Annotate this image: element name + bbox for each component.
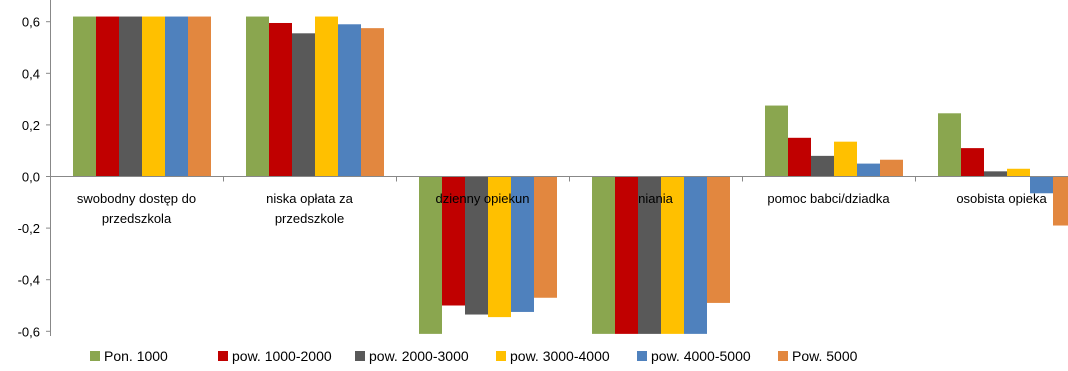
y-tick-label: -0,6 <box>18 324 40 339</box>
legend-label: pow. 4000-5000 <box>651 348 751 364</box>
y-tick-label: -0,4 <box>18 273 40 288</box>
bar <box>961 148 984 177</box>
bar <box>465 176 488 315</box>
category-label-line: niska opłata za <box>266 191 353 206</box>
bars-group <box>73 16 1068 334</box>
category-label-line: pomoc babci/dziadka <box>767 191 890 206</box>
legend-label: Pow. 5000 <box>792 348 858 364</box>
bar <box>707 176 730 303</box>
category-label: niania <box>638 191 673 206</box>
bar <box>984 171 1007 177</box>
y-tick-label: 0,0 <box>22 170 40 185</box>
bar <box>292 33 315 177</box>
legend-label: pow. 3000-4000 <box>510 348 610 364</box>
bar <box>765 105 788 177</box>
bar <box>488 176 511 318</box>
category-label: osobista opieka <box>956 191 1047 206</box>
bar <box>442 176 465 306</box>
y-tick-label: -0,2 <box>18 221 40 236</box>
bar <box>938 113 961 177</box>
legend-label: pow. 1000-2000 <box>232 348 332 364</box>
bar <box>857 163 880 177</box>
bar <box>338 24 361 177</box>
legend-swatch <box>355 351 365 361</box>
y-tick-label: 0,4 <box>22 66 40 81</box>
legend-swatch <box>218 351 228 361</box>
legend-label: Pon. 1000 <box>104 348 168 364</box>
category-label-line: swobodny dostęp do <box>77 191 196 206</box>
bar <box>142 16 165 177</box>
bar <box>246 16 269 177</box>
bar <box>511 176 534 312</box>
category-label-line: przedszkola <box>102 211 172 226</box>
category-label: swobodny dostęp do przedszkola <box>77 191 196 226</box>
category-label-line: dzienny opiekun <box>436 191 530 206</box>
legend-label: pow. 2000-3000 <box>369 348 469 364</box>
category-label: pomoc babci/dziadka <box>767 191 890 206</box>
y-tick-label: 0,6 <box>22 15 40 30</box>
y-tick-label: 0,2 <box>22 118 40 133</box>
category-label-line: niania <box>638 191 673 206</box>
bar <box>1030 176 1053 194</box>
bar <box>419 176 442 334</box>
category-label-line: osobista opieka <box>956 191 1047 206</box>
bar <box>811 155 834 177</box>
bar <box>165 16 188 177</box>
bar <box>880 159 903 177</box>
bar <box>188 16 211 177</box>
bar <box>788 137 811 177</box>
bar <box>315 16 338 177</box>
bar <box>661 176 684 334</box>
bar <box>684 176 707 334</box>
category-label-line: przedszkole <box>275 211 344 226</box>
bar <box>592 176 615 334</box>
bar <box>361 28 384 177</box>
legend-swatch <box>637 351 647 361</box>
bar <box>615 176 638 334</box>
bar <box>1007 168 1030 177</box>
category-label: dzienny opiekun <box>436 191 530 206</box>
bar <box>1053 176 1068 226</box>
bar <box>534 176 557 298</box>
legend-swatch <box>778 351 788 361</box>
legend-swatch <box>496 351 506 361</box>
bar <box>96 16 119 177</box>
bar <box>834 141 857 177</box>
legend-swatch <box>90 351 100 361</box>
bar <box>119 16 142 177</box>
bar <box>269 22 292 177</box>
bar <box>638 176 661 334</box>
bar <box>73 16 96 177</box>
category-label: niska opłata za przedszkole <box>266 191 353 226</box>
